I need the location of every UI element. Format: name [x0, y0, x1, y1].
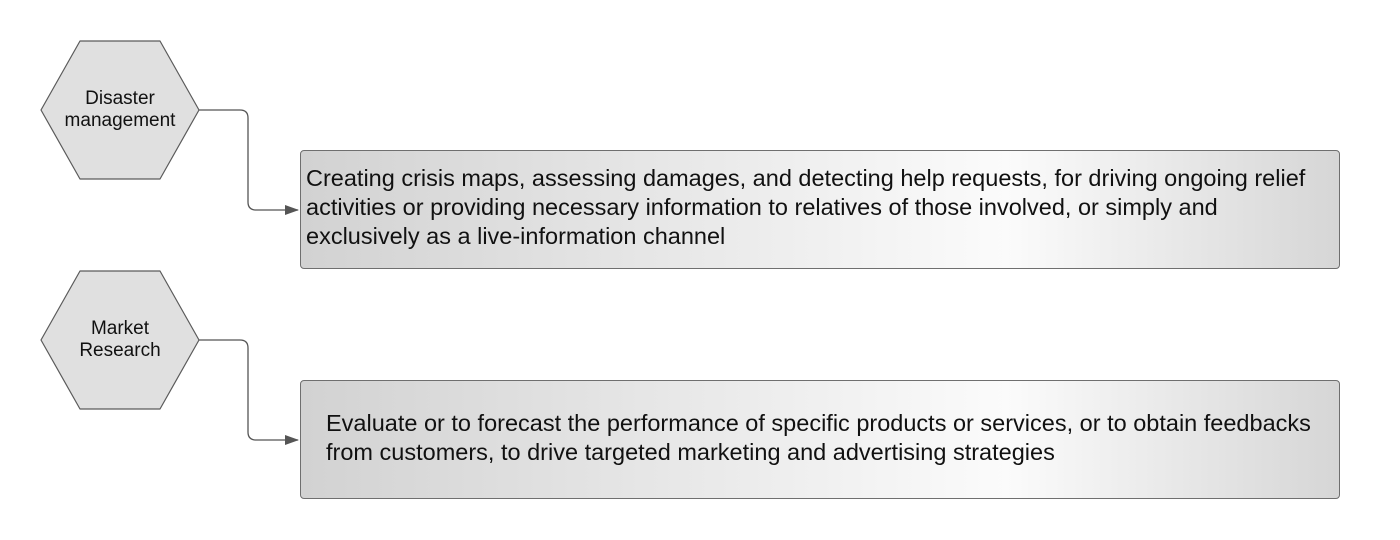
description-box-disaster-management: Creating crisis maps, assessing damages,…: [300, 150, 1340, 269]
category-label: Disaster management: [64, 88, 176, 131]
hexagon-shape: [40, 40, 200, 180]
category-label: Market Research: [79, 318, 161, 361]
hexagon-shape: [40, 270, 200, 410]
connector-arrow-2: [199, 339, 299, 445]
description-text: Evaluate or to forecast the performance …: [326, 409, 1311, 465]
connector-arrow-1: [199, 109, 299, 215]
description-box-market-research: Evaluate or to forecast the performance …: [300, 380, 1340, 499]
category-node-disaster-management: Disaster management: [40, 40, 200, 180]
category-node-market-research: Market Research: [40, 270, 200, 410]
description-text: Creating crisis maps, assessing damages,…: [306, 165, 1306, 249]
